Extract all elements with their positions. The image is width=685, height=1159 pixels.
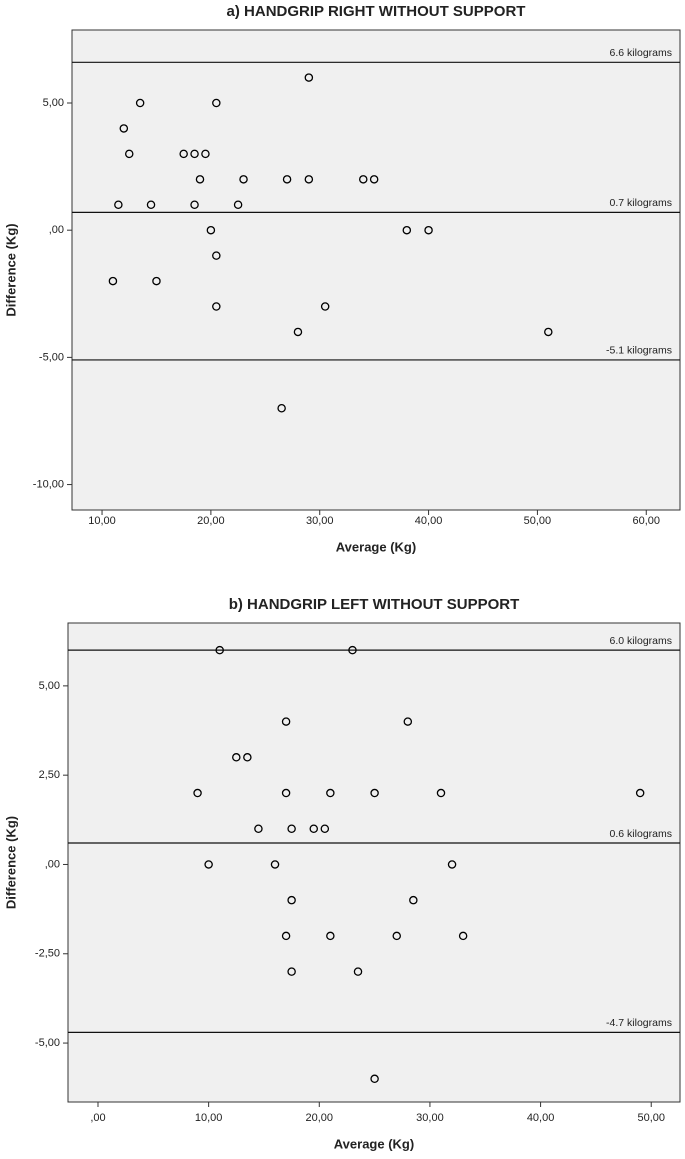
point — [287, 824, 296, 833]
x-tick-label: 20,00 — [197, 515, 225, 527]
point — [348, 645, 357, 655]
x-axis-title: Average (Kg) — [334, 1136, 414, 1151]
point — [212, 98, 221, 108]
point — [359, 175, 368, 184]
point — [270, 860, 280, 869]
point — [135, 98, 145, 108]
point — [326, 931, 335, 941]
point — [447, 860, 457, 869]
reference-label: -4.7 kilograms — [606, 1017, 672, 1029]
point — [402, 225, 412, 235]
point — [108, 276, 118, 286]
point — [243, 753, 252, 762]
x-tick-label: ,00 — [90, 1112, 105, 1124]
point — [195, 175, 205, 184]
chart: b) HANDGRIP LEFT WITHOUT SUPPORT Average … — [3, 596, 681, 1151]
y-tick-label: -5,00 — [35, 1037, 60, 1049]
point — [424, 225, 433, 235]
point — [282, 175, 292, 184]
reference-label: 6.0 kilograms — [610, 635, 672, 647]
point — [204, 860, 213, 869]
point — [403, 717, 413, 726]
point — [635, 788, 645, 798]
reference-label: 0.7 kilograms — [610, 197, 672, 209]
point — [190, 149, 199, 159]
point — [304, 175, 314, 184]
point — [458, 931, 468, 941]
y-tick-label: -2,50 — [35, 948, 60, 960]
x-tick-label: 10,00 — [195, 1112, 223, 1124]
point — [152, 276, 161, 286]
point — [304, 73, 314, 82]
point — [320, 824, 330, 833]
point — [114, 200, 123, 210]
point — [281, 788, 291, 798]
x-tick-label: 20,00 — [306, 1112, 334, 1124]
x-tick-label: 10,00 — [88, 515, 116, 527]
reference-label: 0.6 kilograms — [610, 828, 672, 840]
point — [179, 149, 188, 159]
y-axis-title: Difference (Kg) — [3, 816, 18, 909]
point — [320, 302, 330, 311]
point — [353, 967, 363, 976]
point — [370, 788, 379, 798]
point — [277, 404, 286, 413]
point — [212, 302, 221, 311]
point — [119, 124, 129, 133]
point — [436, 788, 446, 798]
point — [215, 645, 224, 655]
point — [293, 327, 303, 337]
point — [212, 251, 221, 260]
point — [206, 225, 216, 235]
point — [370, 1074, 379, 1084]
x-tick-label: 50,00 — [637, 1112, 665, 1124]
point — [254, 824, 263, 833]
point — [309, 824, 319, 833]
point — [201, 149, 210, 159]
y-axis-title: Difference (Kg) — [3, 223, 18, 316]
point — [409, 895, 418, 905]
x-tick-label: 40,00 — [527, 1112, 555, 1124]
x-tick-label: 40,00 — [415, 515, 443, 527]
point — [281, 717, 291, 726]
chart: a) HANDGRIP RIGHT WITHOUT SUPPORT Average… — [3, 3, 681, 554]
point — [190, 200, 199, 210]
point — [326, 788, 335, 798]
point — [125, 149, 134, 159]
point — [287, 895, 296, 905]
y-tick-label: -10,00 — [33, 478, 64, 490]
y-tick-label: 5,00 — [39, 680, 60, 692]
x-tick-label: 30,00 — [416, 1112, 444, 1124]
y-tick-label: 2,50 — [39, 769, 60, 781]
point — [281, 931, 291, 941]
point — [146, 200, 156, 210]
y-tick-label: -5,00 — [39, 351, 64, 363]
plot-area — [67, 622, 681, 1103]
x-tick-label: 60,00 — [632, 515, 660, 527]
point — [392, 931, 401, 941]
point — [544, 327, 553, 337]
plot-area — [71, 29, 681, 511]
point — [193, 788, 202, 798]
x-axis-title: Average (Kg) — [336, 539, 416, 554]
x-tick-label: 30,00 — [306, 515, 334, 527]
reference-label: -5.1 kilograms — [606, 345, 672, 357]
y-tick-label: ,00 — [45, 858, 60, 870]
point — [287, 967, 296, 976]
point — [369, 175, 379, 184]
point — [232, 753, 241, 762]
x-tick-label: 50,00 — [524, 515, 552, 527]
chart-title: a) HANDGRIP RIGHT WITHOUT SUPPORT — [227, 3, 526, 20]
chart-title: b) HANDGRIP LEFT WITHOUT SUPPORT — [229, 596, 520, 613]
point — [233, 200, 243, 210]
y-tick-label: ,00 — [49, 224, 64, 236]
reference-label: 6.6 kilograms — [610, 47, 672, 59]
y-tick-label: 5,00 — [43, 97, 64, 109]
point — [239, 175, 248, 184]
